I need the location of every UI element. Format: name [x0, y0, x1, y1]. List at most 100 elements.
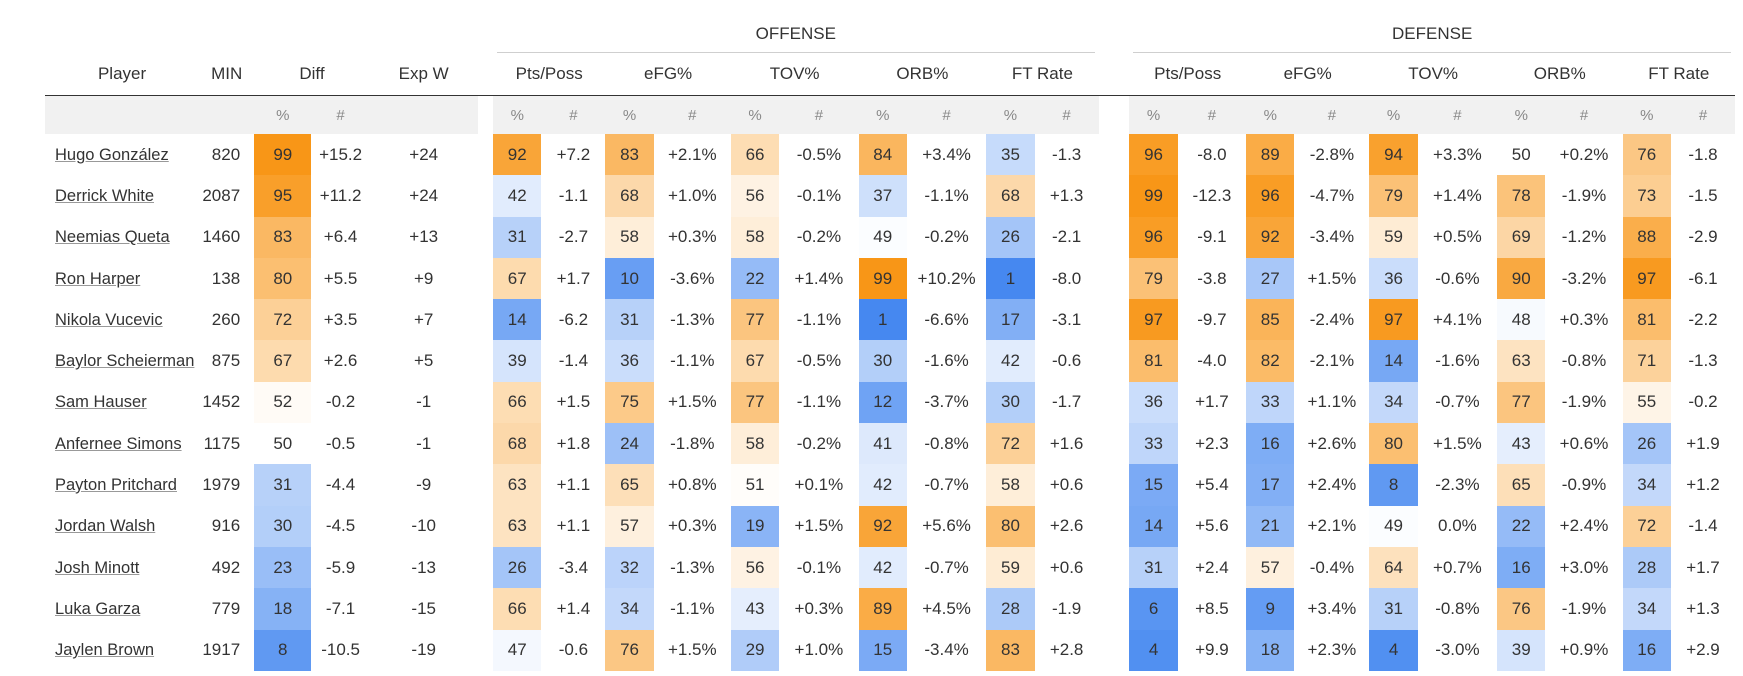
expw-cell: +24	[409, 144, 439, 164]
def-efg-header[interactable]: eFG%	[1246, 53, 1370, 96]
gap-cell	[1098, 629, 1130, 671]
def-orb-num-cell: -1.9%	[1561, 185, 1607, 205]
def-tov-header[interactable]: TOV%	[1369, 53, 1498, 96]
off-tov-pct-cell: 51	[730, 464, 780, 506]
player-column-header[interactable]: Player	[45, 53, 200, 96]
def-pts-poss-pct-cell: 97	[1129, 299, 1178, 341]
expw-column-header[interactable]: Exp W	[369, 53, 478, 96]
defense-group-header: DEFENSE	[1129, 12, 1735, 53]
off-orb-num-cell: -3.7%	[924, 392, 969, 412]
off-pts-poss-header[interactable]: Pts/Poss	[493, 53, 606, 96]
table-row: Jaylen Brown 1917 8 -10.5 -19 47 -0.6 76 +1.5% 29…	[45, 629, 1735, 671]
def-ft-rate-num-cell: -2.2	[1688, 309, 1718, 329]
def-orb-num-cell: -1.2%	[1561, 227, 1607, 247]
off-pts-poss-pct-cell: 67	[493, 257, 542, 300]
def-orb-header[interactable]: ORB%	[1497, 53, 1623, 96]
diff-column-header[interactable]: Diff	[254, 53, 370, 96]
player-link[interactable]: Anfernee Simons	[55, 434, 182, 453]
min-cell: 1979	[202, 475, 241, 495]
def-efg-pct-cell: 18	[1246, 629, 1295, 671]
subheader-min-blank	[199, 95, 255, 134]
subheader-off-pct: %	[493, 95, 542, 134]
off-pts-poss-pct-cell: 42	[493, 175, 542, 217]
off-tov-num-cell: +1.0%	[794, 640, 844, 660]
def-ft-rate-pct-cell: 97	[1622, 257, 1671, 300]
table-row: Baylor Scheierman 875 67 +2.6 +5 39 -1.4 36 -1.1…	[45, 340, 1735, 382]
off-efg-num-cell: -1.1%	[670, 351, 715, 371]
player-link[interactable]: Hugo González	[55, 145, 169, 164]
off-orb-header[interactable]: ORB%	[858, 53, 987, 96]
player-cell: Ron Harper	[45, 258, 199, 299]
off-ft-rate-header[interactable]: FT Rate	[986, 53, 1099, 96]
player-link[interactable]: Neemias Queta	[55, 228, 170, 247]
player-link[interactable]: Payton Pritchard	[55, 476, 177, 495]
off-tov-num-cell: -0.5%	[796, 351, 842, 371]
def-ft-rate-num-cell: +1.9	[1686, 433, 1720, 453]
player-link[interactable]: Baylor Scheierman	[55, 352, 195, 371]
player-link[interactable]: Luka Garza	[55, 599, 141, 618]
off-efg-num-cell: +2.1%	[667, 144, 717, 164]
def-ft-rate-pct-cell: 55	[1622, 381, 1671, 424]
off-tov-header[interactable]: TOV%	[730, 53, 859, 96]
def-efg-pct-cell: 89	[1246, 134, 1295, 176]
player-link[interactable]: Sam Hauser	[55, 393, 147, 412]
def-ft-rate-num-cell: -2.9	[1688, 227, 1718, 247]
off-orb-pct-cell: 15	[858, 629, 907, 671]
off-tov-pct-cell: 66	[730, 134, 780, 176]
def-ft-rate-pct-cell: 26	[1622, 423, 1671, 465]
off-ft-rate-num-cell: -2.1	[1051, 227, 1082, 247]
expw-cell: +24	[409, 185, 439, 205]
def-orb-pct-cell: 69	[1497, 216, 1546, 258]
def-orb-pct-cell: 48	[1497, 299, 1546, 341]
player-link[interactable]: Jaylen Brown	[55, 641, 155, 660]
def-pts-poss-header[interactable]: Pts/Poss	[1129, 53, 1247, 96]
def-efg-pct-cell: 82	[1246, 340, 1295, 382]
off-efg-num-cell: -1.3%	[670, 557, 715, 577]
def-pts-poss-pct-cell: 36	[1129, 381, 1178, 424]
off-efg-pct-cell: 57	[605, 505, 654, 547]
player-link[interactable]: Jordan Walsh	[55, 517, 156, 536]
off-ft-rate-pct-cell: 1	[986, 257, 1035, 300]
def-pts-poss-num-cell: -9.7	[1197, 309, 1227, 329]
def-efg-num-cell: +2.4%	[1307, 475, 1357, 495]
def-ft-rate-pct-cell: 73	[1622, 175, 1671, 217]
subheader-off-num: #	[1034, 95, 1099, 134]
player-link[interactable]: Josh Minott	[55, 558, 140, 577]
def-tov-pct-cell: 36	[1369, 257, 1418, 300]
def-tov-pct-cell: 34	[1369, 381, 1418, 424]
player-link[interactable]: Nikola Vucevic	[55, 310, 163, 329]
diff-pct-cell: 80	[254, 257, 312, 300]
def-orb-pct-cell: 43	[1497, 423, 1546, 465]
off-efg-pct-cell: 76	[605, 629, 654, 671]
off-orb-num-cell: +5.6%	[922, 516, 971, 536]
def-tov-pct-cell: 64	[1369, 546, 1418, 589]
subheader-def-pct: %	[1246, 95, 1295, 134]
def-tov-pct-cell: 80	[1369, 423, 1418, 465]
off-tov-num-cell: +1.5%	[794, 516, 844, 536]
def-pts-poss-num-cell: -8.0	[1197, 144, 1227, 164]
table-row: Ron Harper 138 80 +5.5 +9 67 +1.7 10 -3.6% 22 +1.4…	[45, 257, 1735, 300]
table-row: Neemias Queta 1460 83 +6.4 +13 31 -2.7 58 +0.3% 5…	[45, 216, 1735, 258]
off-pts-poss-num-cell: -1.1	[558, 185, 589, 205]
off-orb-num-cell: +3.4%	[922, 144, 971, 164]
min-cell: 820	[211, 144, 241, 164]
expw-cell: -13	[411, 557, 436, 577]
def-tov-num-cell: -2.3%	[1435, 475, 1480, 495]
group-header-row: OFFENSE DEFENSE	[45, 12, 1735, 53]
def-pts-poss-pct-cell: 96	[1129, 134, 1178, 176]
def-pts-poss-pct-cell: 15	[1129, 464, 1178, 506]
def-ft-rate-header[interactable]: FT Rate	[1622, 53, 1735, 96]
min-column-header[interactable]: MIN	[199, 53, 255, 96]
off-pts-poss-pct-cell: 63	[493, 505, 542, 547]
expw-cell: -19	[411, 640, 436, 660]
gap-cell	[477, 464, 494, 506]
def-tov-num-cell: -0.6%	[1435, 268, 1480, 288]
def-orb-pct-cell: 76	[1497, 588, 1546, 630]
def-pts-poss-pct-cell: 79	[1129, 257, 1178, 300]
off-efg-header[interactable]: eFG%	[605, 53, 731, 96]
def-tov-num-cell: -1.6%	[1435, 351, 1480, 371]
player-link[interactable]: Ron Harper	[55, 269, 141, 288]
off-efg-num-cell: +0.3%	[667, 516, 717, 536]
player-link[interactable]: Derrick White	[55, 186, 155, 205]
diff-pct-cell: 99	[254, 134, 312, 176]
